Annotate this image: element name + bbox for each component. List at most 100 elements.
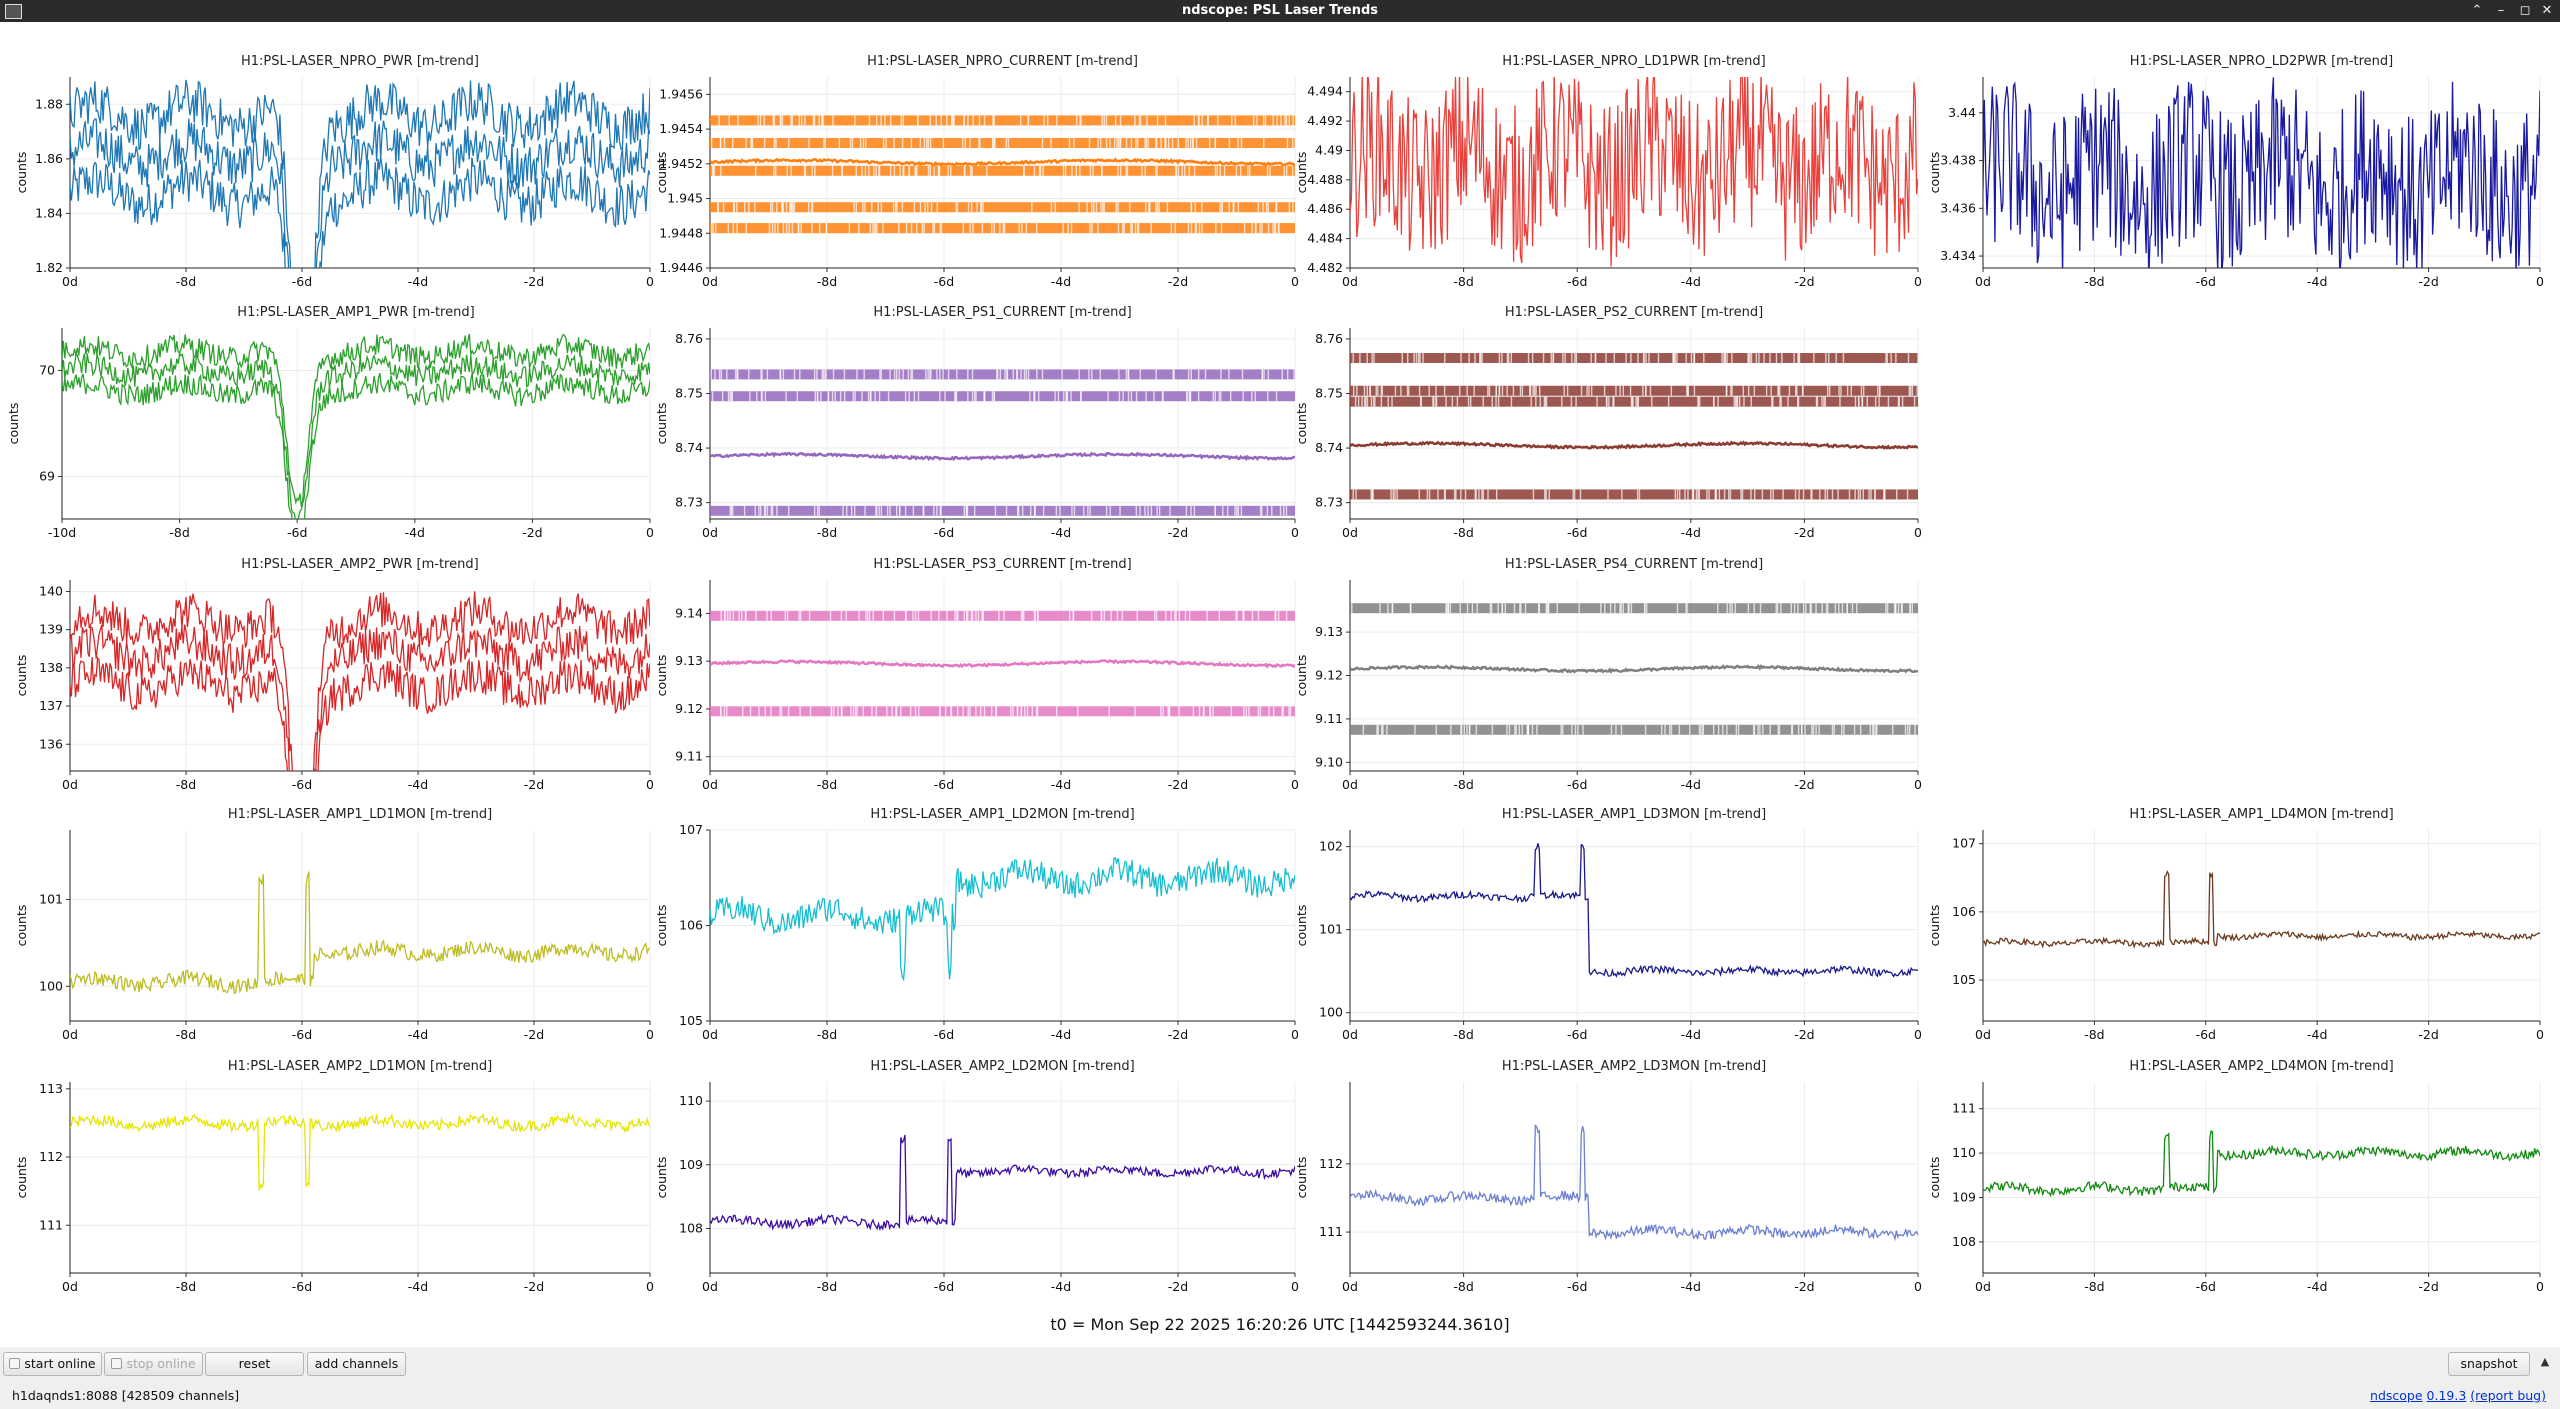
band-gap xyxy=(1428,385,1430,396)
band-gap xyxy=(1243,223,1246,234)
x-tick-label: 0 xyxy=(646,1027,654,1042)
plot-panel[interactable]: H1:PSL-LASER_AMP1_LD4MON [m-trend]0d -8d -… xyxy=(1927,807,2544,1042)
band-gap xyxy=(874,391,876,402)
band-gap xyxy=(933,505,935,516)
band-gap xyxy=(1747,603,1750,614)
x-tick-label: -4d xyxy=(405,525,425,540)
band-gap xyxy=(1741,489,1744,500)
snapshot-button[interactable]: snapshot xyxy=(2448,1352,2530,1376)
plot-panel[interactable]: H1:PSL-LASER_AMP1_LD1MON [m-trend]0d -8d -… xyxy=(14,807,654,1042)
y-axis-label: counts xyxy=(1294,905,1309,947)
start-online-button[interactable]: start online xyxy=(3,1352,102,1376)
band-gap xyxy=(1376,724,1378,735)
data-trace xyxy=(1983,1129,2540,1198)
band-gap xyxy=(975,706,977,717)
report-bug-link[interactable]: (report bug) xyxy=(2470,1388,2546,1403)
plot-panel[interactable]: H1:PSL-LASER_AMP2_PWR [m-trend]0d -8d -6d -… xyxy=(14,557,654,956)
y-tick-label: 4.482 xyxy=(1307,260,1343,275)
band-gap xyxy=(1914,724,1916,735)
band-gap xyxy=(1797,353,1799,364)
band-gap xyxy=(1545,489,1547,500)
x-tick-label: 0 xyxy=(2536,274,2544,289)
band-gap xyxy=(1147,505,1149,516)
band-gap xyxy=(1690,353,1693,364)
band-gap xyxy=(995,706,997,717)
band-gap xyxy=(732,610,735,621)
band-gap xyxy=(1177,137,1179,148)
band-gap xyxy=(1156,137,1158,148)
plot-panel[interactable]: H1:PSL-LASER_NPRO_LD2PWR [m-trend]0d -8d -… xyxy=(1927,54,2544,289)
plot-title: H1:PSL-LASER_AMP2_LD3MON [m-trend] xyxy=(1502,1059,1766,1074)
x-tick-label: -4d xyxy=(408,274,428,289)
band-gap xyxy=(1018,505,1020,516)
band-gap xyxy=(1631,396,1633,407)
y-axis-label: counts xyxy=(1927,1157,1942,1199)
band-gap xyxy=(808,137,810,148)
band-gap xyxy=(1443,385,1446,396)
band-gap xyxy=(1644,603,1646,614)
band-gap xyxy=(763,115,765,126)
y-tick-label: 8.73 xyxy=(675,495,703,510)
band-gap xyxy=(1197,391,1200,402)
band-gap xyxy=(1562,353,1564,364)
band-gap xyxy=(1175,610,1177,621)
close-icon[interactable]: ✕ xyxy=(2541,3,2553,18)
level-band xyxy=(1350,724,1918,735)
band-gap xyxy=(1184,165,1186,176)
plot-grid[interactable]: H1:PSL-LASER_NPRO_PWR [m-trend]0d -8d -6d -… xyxy=(0,22,2560,1327)
maximize-icon[interactable]: ◻ xyxy=(2519,3,2531,18)
y-tick-label: 8.75 xyxy=(1315,385,1343,400)
ndscope-link[interactable]: ndscope xyxy=(2370,1388,2423,1403)
plot-title: H1:PSL-LASER_AMP2_LD4MON [m-trend] xyxy=(2129,1059,2393,1074)
plot-panel[interactable]: H1:PSL-LASER_PS2_CURRENT [m-trend]0d -8d -… xyxy=(1294,305,1922,540)
expand-panel-icon[interactable]: ▲ xyxy=(2540,1355,2550,1368)
y-tick-label: 3.434 xyxy=(1940,248,1976,263)
band-gap xyxy=(919,137,921,148)
plot-panel[interactable]: H1:PSL-LASER_AMP2_LD1MON [m-trend]0d -8d -… xyxy=(14,1059,654,1294)
plot-panel[interactable]: H1:PSL-LASER_AMP1_LD3MON [m-trend]0d -8d -… xyxy=(1294,807,1922,1042)
plot-title: H1:PSL-LASER_PS3_CURRENT [m-trend] xyxy=(873,557,1131,572)
band-gap xyxy=(1169,505,1171,516)
plot-panel[interactable]: H1:PSL-LASER_AMP1_LD2MON [m-trend]0d -8d -… xyxy=(654,807,1299,1042)
band-gap xyxy=(1878,396,1880,407)
band-gap xyxy=(711,165,714,176)
band-gap xyxy=(1122,223,1124,234)
plot-panel[interactable]: H1:PSL-LASER_NPRO_PWR [m-trend]0d -8d -6d -… xyxy=(14,54,654,528)
band-gap xyxy=(780,115,782,126)
band-gap xyxy=(1153,391,1155,402)
reset-button[interactable]: reset xyxy=(205,1352,304,1376)
plot-panel[interactable]: H1:PSL-LASER_AMP2_LD2MON [m-trend]0d -8d -… xyxy=(654,1059,1299,1294)
band-gap xyxy=(710,137,713,148)
keep-above-icon[interactable]: ⌃ xyxy=(2471,3,2483,18)
band-gap xyxy=(1419,396,1422,407)
y-tick-label: 111 xyxy=(39,1217,63,1232)
band-gap xyxy=(1184,610,1187,621)
add-channels-button[interactable]: add channels xyxy=(307,1352,406,1376)
y-tick-label: 9.12 xyxy=(1315,668,1343,683)
plot-panel[interactable]: H1:PSL-LASER_PS1_CURRENT [m-trend]0d -8d -… xyxy=(654,305,1299,540)
band-gap xyxy=(921,223,923,234)
plot-panel[interactable]: H1:PSL-LASER_AMP2_LD3MON [m-trend]0d -8d -… xyxy=(1294,1059,1922,1294)
plot-panel[interactable]: H1:PSL-LASER_AMP2_LD4MON [m-trend]0d -8d -… xyxy=(1927,1059,2544,1294)
plot-panel[interactable]: H1:PSL-LASER_NPRO_LD1PWR [m-trend]0d -8d -… xyxy=(1294,54,1922,289)
plot-panel[interactable]: H1:PSL-LASER_PS4_CURRENT [m-trend]0d -8d -… xyxy=(1294,557,1922,792)
x-tick-label: -8d xyxy=(1453,1027,1473,1042)
plot-panel[interactable]: H1:PSL-LASER_NPRO_CURRENT [m-trend]0d -8d… xyxy=(654,54,1299,289)
band-gap xyxy=(1856,603,1858,614)
band-gap xyxy=(720,610,722,621)
band-gap xyxy=(1155,165,1157,176)
band-gap xyxy=(926,137,928,148)
x-tick-label: -6d xyxy=(292,274,312,289)
plot-title: H1:PSL-LASER_NPRO_LD2PWR [m-trend] xyxy=(2130,54,2394,69)
band-gap xyxy=(1156,115,1159,126)
band-gap xyxy=(1103,610,1106,621)
minimize-icon[interactable]: – xyxy=(2497,3,2505,18)
plot-panel[interactable]: H1:PSL-LASER_PS3_CURRENT [m-trend]0d -8d -… xyxy=(654,557,1299,792)
band-gap xyxy=(1156,165,1158,176)
band-gap xyxy=(1193,115,1195,126)
band-gap xyxy=(1793,353,1795,364)
band-gap xyxy=(1110,610,1112,621)
data-trace xyxy=(1983,77,2540,268)
plot-panel[interactable]: H1:PSL-LASER_AMP1_PWR [m-trend]-10d -8d -6… xyxy=(6,305,654,554)
version-link[interactable]: 0.19.3 xyxy=(2426,1388,2467,1403)
